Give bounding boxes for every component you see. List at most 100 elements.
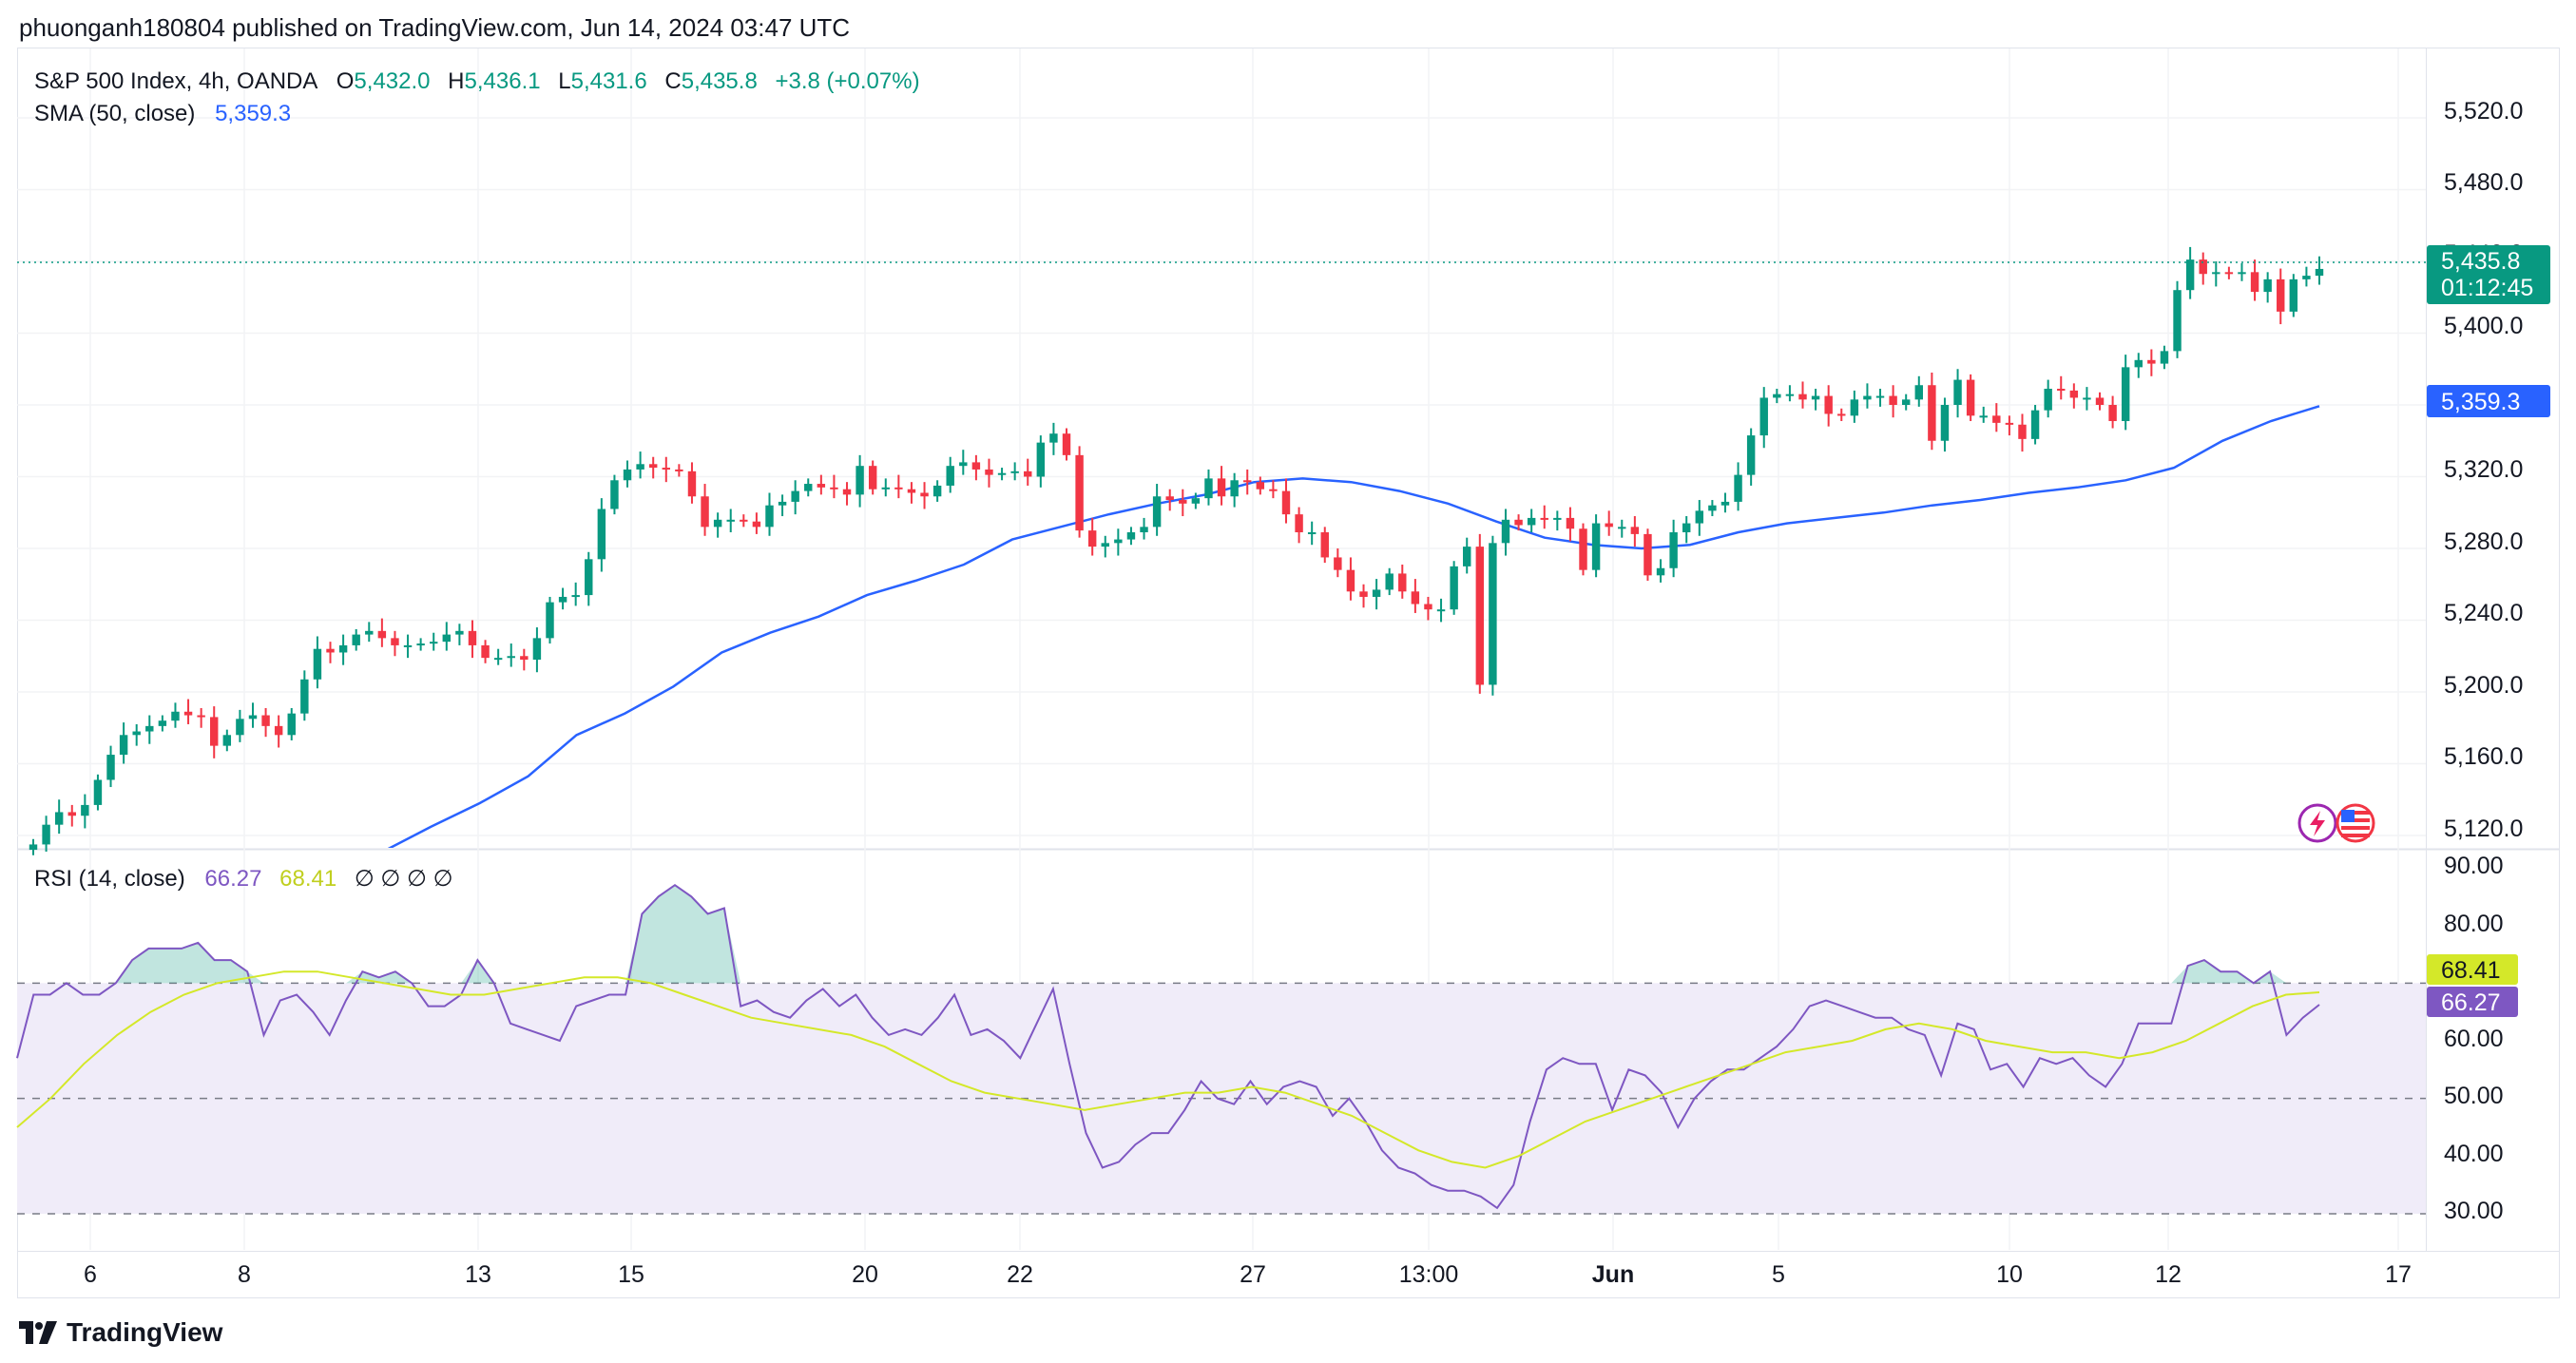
candle-body bbox=[1824, 395, 1833, 414]
price-axis[interactable]: 5,520.0 5,480.0 5,440.0 5,400.0 5,320.0 … bbox=[2444, 98, 2523, 842]
candle-body bbox=[507, 656, 515, 659]
rsi-tick: 50.00 bbox=[2444, 1083, 2504, 1109]
candle-body bbox=[54, 812, 64, 825]
candle-body bbox=[1101, 543, 1109, 547]
candle-body bbox=[1281, 490, 1291, 515]
candle-body bbox=[1811, 395, 1820, 400]
candle-body bbox=[1411, 591, 1420, 605]
candle-body bbox=[1785, 394, 1795, 396]
candle-body bbox=[636, 464, 644, 470]
candle-body bbox=[971, 462, 981, 470]
candle-body bbox=[1591, 523, 1601, 570]
candle-body bbox=[1450, 566, 1458, 610]
rsi-overbought-fill bbox=[625, 885, 741, 984]
candle-body bbox=[778, 501, 787, 506]
candle-body bbox=[2069, 390, 2079, 398]
candle-body bbox=[42, 824, 50, 845]
symbol-title: S&P 500 Index, 4h, OANDA bbox=[34, 68, 317, 94]
time-tick: Jun bbox=[1592, 1261, 1634, 1288]
candle-body bbox=[1024, 470, 1032, 477]
candle-body bbox=[171, 711, 180, 721]
lightning-event-icon[interactable] bbox=[2297, 803, 2337, 843]
candle-body bbox=[1940, 405, 1950, 441]
candle-body bbox=[2121, 367, 2130, 421]
candle-body bbox=[701, 496, 709, 528]
rsi-axis[interactable]: 90.00 80.00 60.00 50.00 40.00 30.00 bbox=[2444, 853, 2504, 1224]
candle-body bbox=[1165, 496, 1174, 501]
candle-body bbox=[1630, 527, 1640, 534]
candle-body bbox=[2250, 272, 2259, 293]
time-tick: 27 bbox=[1240, 1261, 1266, 1288]
candle-body bbox=[571, 595, 580, 598]
candle-body bbox=[1191, 498, 1201, 504]
rsi-tick: 60.00 bbox=[2444, 1026, 2504, 1052]
rsi-tick: 30.00 bbox=[2444, 1198, 2504, 1224]
candle-body bbox=[2134, 359, 2143, 368]
rsi-tick: 90.00 bbox=[2444, 853, 2504, 879]
candle-body bbox=[430, 642, 438, 644]
candle-body bbox=[1566, 517, 1575, 529]
rsi-legend[interactable]: RSI (14, close) 66.27 68.41 ∅ ∅ ∅ ∅ bbox=[34, 866, 453, 892]
bar-countdown: 01:12:45 bbox=[2441, 275, 2533, 301]
candle-body bbox=[2315, 268, 2324, 277]
candle-body bbox=[1527, 517, 1536, 526]
candle-body bbox=[765, 505, 774, 528]
rsi-overbought-fill bbox=[2253, 971, 2287, 984]
candle-body bbox=[1424, 604, 1432, 610]
chart-frame bbox=[17, 48, 2560, 1298]
us-flag-event-icon[interactable] bbox=[2336, 803, 2375, 843]
time-tick: 6 bbox=[84, 1261, 97, 1288]
rsi-overbought-fill bbox=[115, 942, 264, 984]
candle-body bbox=[1075, 454, 1084, 531]
price-legend[interactable]: S&P 500 Index, 4h, OANDA O5,432.0 H5,436… bbox=[34, 68, 920, 126]
open-value: 5,432.0 bbox=[354, 68, 430, 94]
candle-body bbox=[1372, 589, 1381, 597]
candle-body bbox=[2302, 276, 2311, 279]
close-label: C bbox=[664, 68, 681, 94]
events-icons[interactable] bbox=[2297, 803, 2375, 843]
candle-body bbox=[1721, 501, 1730, 506]
rsi-ma-value: 68.41 bbox=[279, 866, 336, 892]
candle-body bbox=[985, 469, 993, 475]
candle-body bbox=[1979, 415, 1988, 418]
candle-body bbox=[726, 519, 735, 522]
candle-body bbox=[81, 804, 89, 816]
candle-body bbox=[1773, 394, 1781, 398]
candle-body bbox=[1062, 433, 1071, 455]
rsi-overbought-fill bbox=[2171, 960, 2254, 984]
candle-body bbox=[2044, 389, 2052, 411]
candle-body bbox=[817, 484, 826, 488]
time-axis[interactable]: 6 8 13 15 20 22 27 13:00 Jun 5 10 12 17 bbox=[84, 1261, 2412, 1288]
low-value: 5,431.6 bbox=[571, 68, 647, 94]
candle-body bbox=[352, 634, 360, 645]
time-tick: 17 bbox=[2385, 1261, 2412, 1288]
rsi-ma-badge: 68.41 bbox=[2427, 954, 2518, 985]
candle-body bbox=[1605, 523, 1613, 528]
candle-body bbox=[338, 644, 348, 653]
candle-body bbox=[558, 596, 567, 603]
brand-footer[interactable]: TradingView bbox=[19, 1314, 222, 1352]
candle-body bbox=[1036, 442, 1046, 477]
candle-body bbox=[2095, 397, 2105, 405]
candle-body bbox=[442, 634, 452, 643]
candle-body bbox=[687, 470, 697, 497]
time-tick: 20 bbox=[852, 1261, 878, 1288]
candle-body bbox=[2147, 359, 2156, 364]
candle-body bbox=[520, 656, 529, 661]
sma-50-line bbox=[387, 405, 2320, 848]
tradingview-logo-icon bbox=[19, 1321, 57, 1344]
price-tick: 5,480.0 bbox=[2444, 169, 2523, 196]
high-label: H bbox=[448, 68, 464, 94]
candle-body bbox=[791, 490, 799, 502]
sma-badge-value: 5,359.3 bbox=[2441, 389, 2520, 415]
candle-body bbox=[1928, 385, 1936, 441]
rsi-badge: 66.27 bbox=[2427, 987, 2518, 1017]
candle-body bbox=[804, 484, 813, 491]
candle-body bbox=[855, 466, 864, 495]
candle-body bbox=[1256, 482, 1265, 490]
candle-body bbox=[2108, 405, 2117, 421]
candle-body bbox=[2277, 278, 2285, 312]
candle-body bbox=[675, 469, 683, 471]
candle-body bbox=[1152, 496, 1162, 528]
